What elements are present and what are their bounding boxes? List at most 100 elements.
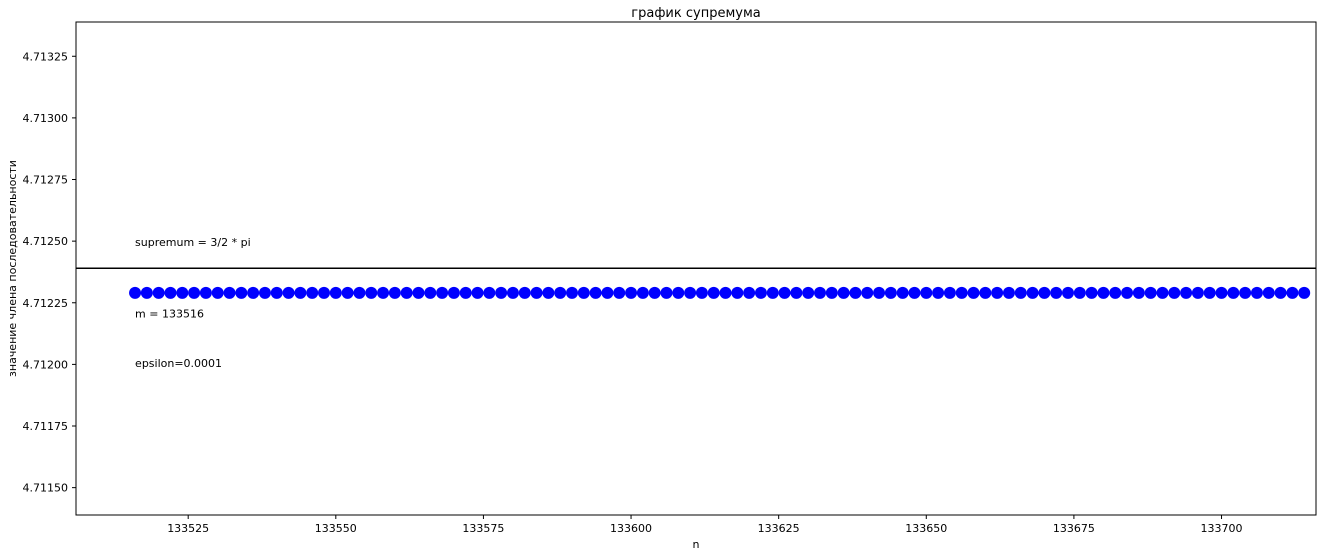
annotation-m: m = 133516 bbox=[135, 308, 204, 321]
data-point-19 bbox=[353, 286, 366, 299]
data-point-81 bbox=[1085, 286, 1098, 299]
data-point-38 bbox=[577, 286, 590, 299]
data-point-10 bbox=[247, 286, 260, 299]
data-point-26 bbox=[436, 286, 449, 299]
data-point-4 bbox=[176, 286, 189, 299]
data-point-30 bbox=[483, 286, 496, 299]
data-point-46 bbox=[672, 286, 685, 299]
data-point-35 bbox=[542, 286, 555, 299]
data-point-37 bbox=[566, 286, 578, 299]
x-tick-label: 133600 bbox=[610, 522, 652, 535]
data-point-17 bbox=[329, 286, 342, 299]
data-point-47 bbox=[684, 286, 697, 299]
data-point-87 bbox=[1156, 286, 1169, 299]
data-point-68 bbox=[932, 286, 945, 299]
data-points bbox=[129, 286, 1311, 299]
data-point-73 bbox=[991, 286, 1004, 299]
data-point-21 bbox=[377, 286, 390, 299]
data-point-66 bbox=[908, 286, 921, 299]
x-tick-label: 133550 bbox=[315, 522, 357, 535]
data-point-58 bbox=[814, 286, 826, 299]
data-point-92 bbox=[1215, 286, 1228, 299]
data-point-95 bbox=[1250, 286, 1263, 299]
data-point-76 bbox=[1026, 286, 1039, 299]
data-point-36 bbox=[554, 286, 567, 299]
data-point-12 bbox=[270, 286, 283, 299]
data-point-84 bbox=[1121, 286, 1134, 299]
data-point-49 bbox=[707, 286, 720, 299]
x-tick-label: 133525 bbox=[167, 522, 209, 535]
y-tick-label: 4.71175 bbox=[23, 420, 69, 433]
x-axis-label: n bbox=[693, 538, 700, 551]
data-point-54 bbox=[766, 286, 779, 299]
data-point-61 bbox=[849, 286, 862, 299]
data-point-13 bbox=[282, 286, 295, 299]
data-point-85 bbox=[1132, 286, 1145, 299]
data-point-28 bbox=[459, 286, 472, 299]
plot-frame bbox=[75, 21, 1317, 516]
data-point-22 bbox=[388, 286, 401, 299]
data-point-99 bbox=[1298, 286, 1311, 299]
data-point-23 bbox=[400, 286, 413, 299]
data-point-34 bbox=[530, 286, 543, 299]
data-point-0 bbox=[129, 286, 142, 299]
y-axis-label: значение члена последовательности bbox=[6, 160, 19, 377]
data-point-57 bbox=[802, 286, 815, 299]
data-point-89 bbox=[1180, 286, 1193, 299]
data-point-72 bbox=[979, 286, 992, 299]
data-point-67 bbox=[920, 286, 933, 299]
data-point-6 bbox=[199, 286, 212, 299]
data-point-90 bbox=[1191, 286, 1204, 299]
data-point-75 bbox=[1014, 286, 1027, 299]
data-point-59 bbox=[825, 286, 838, 299]
x-tick-label: 133650 bbox=[905, 522, 947, 535]
data-point-2 bbox=[152, 286, 165, 299]
data-point-93 bbox=[1227, 286, 1240, 299]
data-point-14 bbox=[294, 286, 307, 299]
y-tick-label: 4.71275 bbox=[23, 174, 69, 187]
data-point-24 bbox=[412, 286, 425, 299]
data-point-94 bbox=[1239, 286, 1252, 299]
x-tick-label: 133575 bbox=[462, 522, 504, 535]
data-point-79 bbox=[1062, 286, 1074, 299]
data-point-56 bbox=[790, 286, 803, 299]
data-point-82 bbox=[1097, 286, 1110, 299]
data-point-5 bbox=[188, 286, 201, 299]
data-point-48 bbox=[695, 286, 708, 299]
y-axis-ticks: 4.71150 4.71175 4.71200 4.71225 4.71250 4.712… bbox=[23, 50, 76, 495]
data-point-31 bbox=[495, 286, 508, 299]
data-point-42 bbox=[625, 286, 638, 299]
data-point-15 bbox=[306, 286, 319, 299]
data-point-27 bbox=[447, 286, 460, 299]
annotation-epsilon: epsilon=0.0001 bbox=[135, 357, 222, 370]
data-point-71 bbox=[967, 286, 980, 299]
data-point-9 bbox=[235, 286, 248, 299]
chart-title: график супремума bbox=[631, 6, 760, 21]
data-point-41 bbox=[613, 286, 626, 299]
data-point-53 bbox=[754, 286, 767, 299]
data-point-97 bbox=[1274, 286, 1287, 299]
y-tick-label: 4.71300 bbox=[23, 112, 69, 125]
data-point-65 bbox=[896, 286, 909, 299]
data-point-18 bbox=[341, 286, 354, 299]
data-point-1 bbox=[140, 286, 153, 299]
data-point-25 bbox=[424, 286, 437, 299]
y-tick-label: 4.71225 bbox=[23, 297, 69, 310]
data-point-8 bbox=[223, 286, 236, 299]
y-tick-label: 4.71150 bbox=[23, 482, 69, 495]
data-point-64 bbox=[884, 286, 897, 299]
data-point-39 bbox=[589, 286, 602, 299]
data-point-11 bbox=[258, 286, 271, 299]
data-point-74 bbox=[1002, 286, 1015, 299]
data-point-70 bbox=[955, 286, 968, 299]
data-point-52 bbox=[743, 286, 756, 299]
y-tick-label: 4.71250 bbox=[23, 235, 69, 248]
data-point-83 bbox=[1109, 286, 1122, 299]
annotations: supremum = 3/2 * pi m = 133516 epsilon=0… bbox=[135, 236, 251, 370]
annotation-supremum: supremum = 3/2 * pi bbox=[135, 236, 251, 249]
x-axis-ticks: 133525 133550 133575 133600 133625 133650 1336… bbox=[167, 515, 1243, 535]
data-point-43 bbox=[636, 286, 649, 299]
data-point-77 bbox=[1038, 286, 1051, 299]
data-point-3 bbox=[164, 286, 177, 299]
